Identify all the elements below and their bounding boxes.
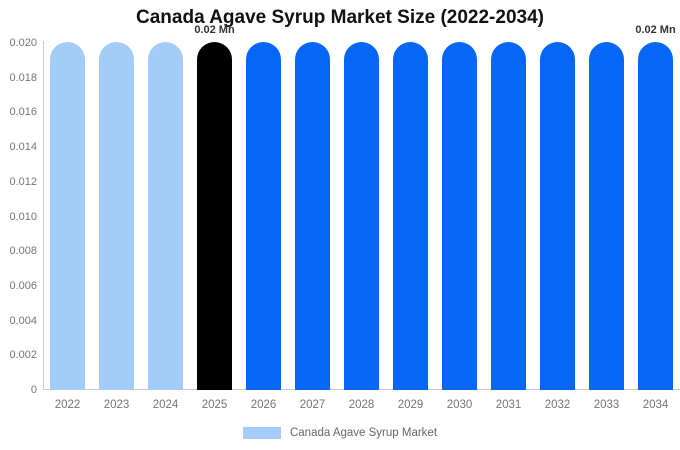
y-axis-tick-label: 0.018: [9, 71, 37, 84]
bar-2028[interactable]: [344, 42, 379, 390]
bar-2024[interactable]: [148, 42, 183, 390]
bar-2025[interactable]: [197, 42, 232, 390]
y-axis-tick-label: 0.006: [9, 279, 37, 292]
x-axis-tick-label: 2027: [299, 399, 326, 411]
x-axis-tick-label: 2028: [348, 399, 375, 411]
bar-2029[interactable]: [393, 42, 428, 390]
x-axis-tick-label: 2031: [495, 399, 522, 411]
x-axis-tick-label: 2024: [152, 399, 179, 411]
bar-2031[interactable]: [491, 42, 526, 390]
legend-item[interactable]: Canada Agave Syrup Market: [242, 425, 438, 441]
y-axis-tick-label: 0.002: [9, 349, 37, 362]
bar-2033[interactable]: [589, 42, 624, 390]
bar-2027[interactable]: [295, 42, 330, 390]
legend-swatch-icon: [242, 427, 281, 439]
y-axis-tick-label: 0.020: [9, 37, 37, 49]
y-axis-tick-label: 0.014: [9, 141, 37, 154]
data-label-2025: 0.02 Mn: [194, 24, 235, 36]
legend-item-label: Canada Agave Syrup Market: [289, 427, 438, 439]
x-axis-tick-label: 2033: [593, 399, 620, 411]
y-axis-tick-label: 0.012: [9, 175, 37, 188]
bar-2032[interactable]: [540, 42, 575, 390]
x-axis-tick-label: 2034: [642, 399, 669, 411]
x-axis-tick-label: 2030: [446, 399, 473, 411]
y-axis-tick-label: 0.004: [9, 314, 37, 327]
y-axis-tick-label: 0: [30, 384, 37, 396]
x-axis-tick-label: 2026: [250, 399, 277, 411]
bar-2030[interactable]: [442, 42, 477, 390]
x-axis-tick-label: 2022: [54, 399, 81, 411]
y-axis-tick-label: 0.016: [9, 106, 37, 119]
legend: Canada Agave Syrup Market: [0, 425, 680, 441]
data-label-2034: 0.02 Mn: [635, 24, 676, 36]
chart-title: Canada Agave Syrup Market Size (2022-203…: [136, 7, 544, 28]
x-axis-tick-label: 2029: [397, 399, 424, 411]
y-axis-tick-label: 0.010: [9, 210, 37, 223]
y-axis-tick-label: 0.008: [9, 245, 37, 258]
bar-2034[interactable]: [638, 42, 673, 390]
x-axis-tick-label: 2023: [103, 399, 130, 411]
bar-2023[interactable]: [99, 42, 134, 390]
x-axis-tick-label: 2025: [201, 399, 228, 411]
x-axis-tick-label: 2032: [544, 399, 571, 411]
bar-2022[interactable]: [50, 42, 85, 390]
bar-2026[interactable]: [246, 42, 281, 390]
